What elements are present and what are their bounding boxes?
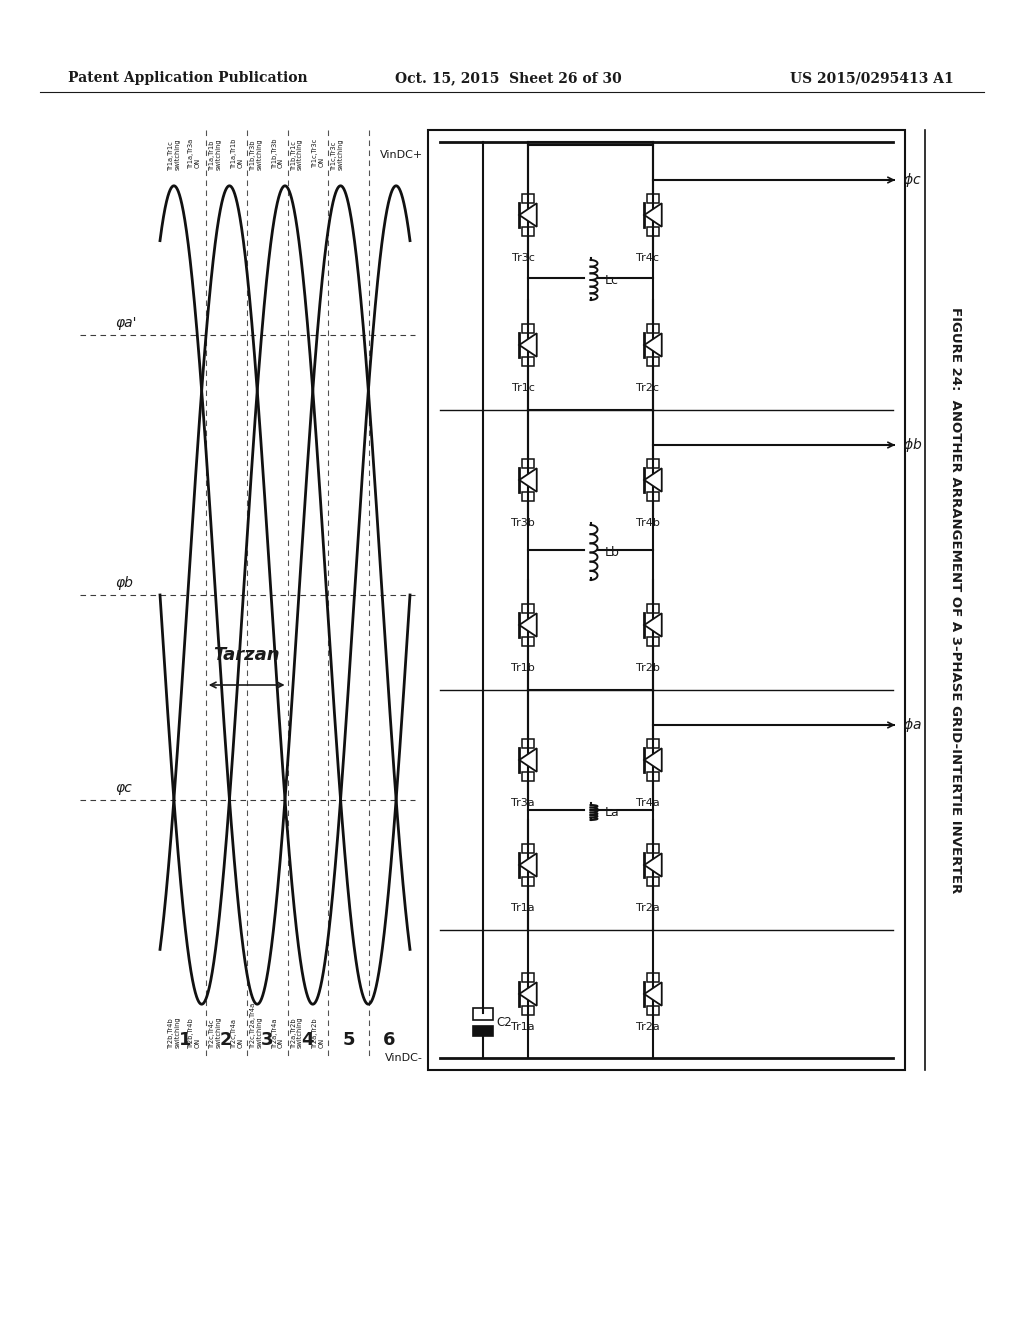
Text: Patent Application Publication: Patent Application Publication bbox=[68, 71, 307, 84]
Bar bbox=[522, 876, 534, 886]
Polygon shape bbox=[519, 469, 537, 492]
Text: Tr2c: Tr2c bbox=[637, 383, 659, 393]
Bar bbox=[522, 636, 534, 645]
Bar bbox=[522, 605, 534, 614]
Text: Tr1c,Tr3c
switching: Tr1c,Tr3c switching bbox=[332, 139, 344, 170]
Text: Tr1a: Tr1a bbox=[511, 1022, 535, 1032]
Bar bbox=[522, 1006, 534, 1015]
Bar bbox=[647, 739, 658, 748]
Bar bbox=[473, 1008, 493, 1020]
Bar bbox=[647, 194, 658, 203]
Bar bbox=[647, 492, 658, 500]
Polygon shape bbox=[519, 853, 537, 876]
Text: 1: 1 bbox=[179, 1031, 191, 1049]
Text: 3: 3 bbox=[261, 1031, 273, 1049]
Text: Tr1b,Tr3b
ON: Tr1b,Tr3b ON bbox=[271, 139, 284, 169]
Text: Tr1a,Tr3a
ON: Tr1a,Tr3a ON bbox=[187, 139, 201, 168]
Text: La: La bbox=[604, 807, 620, 818]
Text: 4: 4 bbox=[302, 1031, 314, 1049]
Text: Tr2a: Tr2a bbox=[636, 903, 659, 913]
Text: Oct. 15, 2015  Sheet 26 of 30: Oct. 15, 2015 Sheet 26 of 30 bbox=[395, 71, 622, 84]
Text: Tr1a: Tr1a bbox=[511, 903, 535, 913]
Bar bbox=[522, 194, 534, 203]
Text: VinDC-: VinDC- bbox=[385, 1053, 423, 1063]
Text: Tr3a: Tr3a bbox=[511, 799, 535, 808]
Polygon shape bbox=[519, 982, 537, 1006]
Bar bbox=[647, 1006, 658, 1015]
Bar bbox=[647, 876, 658, 886]
Bar bbox=[647, 636, 658, 645]
Polygon shape bbox=[644, 469, 662, 492]
Polygon shape bbox=[519, 333, 537, 356]
Text: Tr3c: Tr3c bbox=[512, 253, 535, 263]
Polygon shape bbox=[644, 748, 662, 772]
Text: Tr2a: Tr2a bbox=[636, 1022, 659, 1032]
Polygon shape bbox=[519, 748, 537, 772]
Bar bbox=[522, 845, 534, 853]
Bar bbox=[522, 492, 534, 500]
Text: Tr2b: Tr2b bbox=[636, 663, 659, 673]
Bar bbox=[647, 227, 658, 236]
Bar bbox=[522, 325, 534, 333]
Text: Tarzan: Tarzan bbox=[213, 645, 280, 664]
Bar bbox=[647, 325, 658, 333]
Text: Tr1a,Tr1c
switching: Tr1a,Tr1c switching bbox=[168, 139, 180, 170]
Bar bbox=[522, 356, 534, 366]
Polygon shape bbox=[644, 982, 662, 1006]
Text: Tr2c,Tr4a
ON: Tr2c,Tr4a ON bbox=[230, 1018, 243, 1048]
Text: C2: C2 bbox=[496, 1015, 512, 1028]
Bar bbox=[647, 772, 658, 780]
Text: Tr1b,Tr1c
switching: Tr1b,Tr1c switching bbox=[291, 139, 303, 170]
Bar bbox=[647, 605, 658, 614]
Text: $\phi$b: $\phi$b bbox=[903, 436, 923, 454]
Text: φc: φc bbox=[115, 780, 132, 795]
Text: Lc: Lc bbox=[604, 273, 618, 286]
Text: Tr1a,Tr1b
ON: Tr1a,Tr1b ON bbox=[230, 139, 243, 169]
Text: Tr2a,Tr4a
ON: Tr2a,Tr4a ON bbox=[271, 1018, 284, 1048]
Text: $\phi$a: $\phi$a bbox=[903, 715, 922, 734]
Text: Tr4b: Tr4b bbox=[636, 517, 659, 528]
Bar bbox=[473, 1026, 493, 1036]
Text: Tr1b,Tr3b
switching: Tr1b,Tr3b switching bbox=[250, 139, 262, 170]
Text: φb: φb bbox=[115, 576, 133, 590]
Polygon shape bbox=[644, 333, 662, 356]
Text: 5: 5 bbox=[342, 1031, 355, 1049]
Text: Tr2c,Tr4c
switching: Tr2c,Tr4c switching bbox=[209, 1016, 221, 1048]
Text: Lb: Lb bbox=[604, 546, 620, 558]
Text: VinDC+: VinDC+ bbox=[380, 150, 423, 160]
Text: Tr2a,Tr2b
switching: Tr2a,Tr2b switching bbox=[291, 1016, 303, 1048]
Text: Tr2a,Tr2b
ON: Tr2a,Tr2b ON bbox=[312, 1018, 325, 1048]
Text: Tr1c: Tr1c bbox=[512, 383, 535, 393]
Polygon shape bbox=[519, 203, 537, 227]
Polygon shape bbox=[644, 203, 662, 227]
Bar bbox=[522, 227, 534, 236]
Bar bbox=[647, 356, 658, 366]
Text: Tr1a,Tr1b
switching: Tr1a,Tr1b switching bbox=[209, 139, 221, 170]
Bar bbox=[522, 459, 534, 469]
Text: $\phi$c: $\phi$c bbox=[903, 172, 922, 189]
Text: Tr1b: Tr1b bbox=[511, 663, 535, 673]
Polygon shape bbox=[644, 853, 662, 876]
Text: φa': φa' bbox=[115, 315, 136, 330]
Text: 6: 6 bbox=[383, 1031, 396, 1049]
Bar bbox=[522, 973, 534, 982]
Bar bbox=[522, 739, 534, 748]
Text: FIGURE 24:  ANOTHER ARRANGEMENT OF A 3-PHASE GRID-INTERTIE INVERTER: FIGURE 24: ANOTHER ARRANGEMENT OF A 3-PH… bbox=[948, 306, 962, 894]
Text: Tr4c: Tr4c bbox=[637, 253, 659, 263]
Text: Tr3b: Tr3b bbox=[511, 517, 535, 528]
Text: US 2015/0295413 A1: US 2015/0295413 A1 bbox=[790, 71, 953, 84]
Text: Tr2b,Tr4b
switching: Tr2b,Tr4b switching bbox=[168, 1016, 180, 1048]
Text: Tr2b,Tr4b
ON: Tr2b,Tr4b ON bbox=[187, 1018, 201, 1048]
Text: 2: 2 bbox=[220, 1031, 232, 1049]
Bar bbox=[647, 845, 658, 853]
Text: Tr2c,Tr2a,Tr4a
switching: Tr2c,Tr2a,Tr4a switching bbox=[250, 1002, 262, 1048]
Polygon shape bbox=[519, 614, 537, 636]
Bar bbox=[428, 129, 905, 1071]
Text: Tr4a: Tr4a bbox=[636, 799, 659, 808]
Bar bbox=[647, 973, 658, 982]
Polygon shape bbox=[644, 614, 662, 636]
Bar bbox=[522, 772, 534, 780]
Bar bbox=[647, 459, 658, 469]
Text: Tr1c,Tr3c
ON: Tr1c,Tr3c ON bbox=[312, 139, 325, 168]
